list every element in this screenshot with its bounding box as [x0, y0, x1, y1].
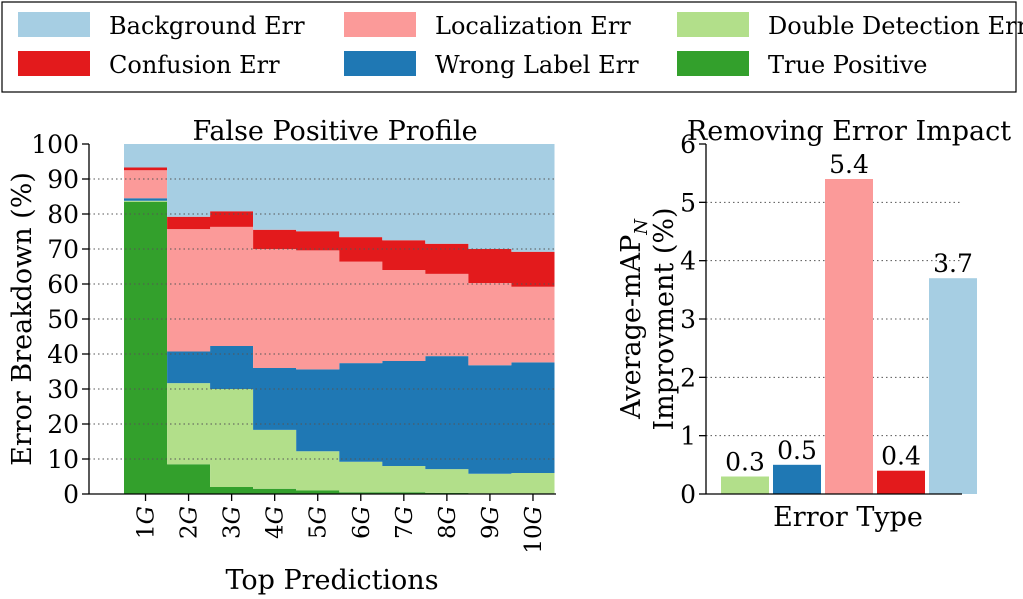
- tick-symbol: G: [220, 506, 246, 524]
- legend-swatch-true-positive: [677, 51, 749, 76]
- area-wrong-label-err: [124, 198, 555, 474]
- left-y-tick-label: 50: [47, 305, 79, 334]
- left-y-tick-label: 60: [47, 270, 79, 299]
- left-x-tick-label: 8G: [435, 506, 461, 539]
- left-x-tick-label: 6G: [349, 506, 375, 539]
- left-y-tick-label: 100: [31, 130, 79, 159]
- left-x-tick-label: 2G: [177, 506, 203, 539]
- legend-label-double-detection-err: Double Detection Err: [768, 12, 1023, 40]
- tick-number: 6: [349, 524, 375, 539]
- left-y-tick-label: 10: [47, 445, 79, 474]
- legend-swatch-double-detection-err: [677, 12, 749, 37]
- tick-number: 1: [134, 524, 160, 539]
- tick-symbol: G: [263, 506, 289, 524]
- left-x-tick-label: 1G: [134, 506, 160, 539]
- tick-number: 4: [263, 524, 289, 539]
- legend-label-background-err: Background Err: [109, 12, 305, 40]
- bar-value-label-confusion-err: 0.4: [881, 442, 921, 471]
- right-y-tick-label: 0: [680, 480, 696, 509]
- tick-symbol: G: [306, 506, 332, 524]
- right-y-axis-label-line1: Average-mAPN: [616, 218, 652, 420]
- right-y-label-subscript: N: [631, 218, 652, 236]
- tick-number: 9: [478, 524, 504, 539]
- tick-symbol: G: [134, 506, 160, 524]
- left-y-tick-label: 80: [47, 200, 79, 229]
- tick-symbol: G: [435, 506, 461, 524]
- legend-label-localization-err: Localization Err: [435, 12, 631, 40]
- tick-number: 10: [521, 524, 547, 553]
- bar-value-label-background-err: 3.7: [933, 249, 973, 278]
- bar-chart: Removing Error Impact 0.3 0.5 5.4 0.4 3.7 0 1…: [616, 116, 1011, 533]
- right-x-axis-label: Error Type: [773, 502, 923, 533]
- stacked-area-chart: False Positive Profile 0 10 20 30 40 50 60 70 80…: [7, 116, 556, 596]
- right-chart-title: Removing Error Impact: [687, 116, 1011, 147]
- left-y-tick-label: 30: [47, 375, 79, 404]
- right-y-label-main: Average-mAP: [616, 235, 647, 420]
- tick-number: 7: [392, 524, 418, 539]
- legend-swatch-wrong-label-err: [344, 51, 416, 76]
- bar-value-label-double-detection-err: 0.3: [725, 448, 765, 477]
- left-y-axis-label: Error Breakdown (%): [7, 172, 38, 466]
- area-confusion-err: [124, 167, 555, 287]
- legend-swatch-localization-err: [344, 12, 416, 37]
- right-y-tick-label: 2: [680, 363, 696, 392]
- bar-confusion-err: [877, 470, 925, 494]
- legend: Background Err Localization Err Double Det…: [1, 1, 1023, 93]
- area-background-err: [124, 144, 555, 252]
- left-x-tick-label: 7G: [392, 506, 418, 539]
- area-localization-err: [124, 170, 555, 370]
- right-y-tick-label: 4: [680, 247, 696, 276]
- bar-double-detection-err: [721, 476, 769, 494]
- left-x-tick-label: 5G: [306, 506, 332, 539]
- legend-label-confusion-err: Confusion Err: [109, 51, 280, 79]
- left-x-axis-label: Top Predictions: [225, 565, 438, 596]
- bar-localization-err: [825, 179, 873, 494]
- bar-value-label-localization-err: 5.4: [829, 150, 869, 179]
- left-x-tick-label: 10G: [521, 506, 547, 554]
- bar-value-label-wrong-label-err: 0.5: [777, 436, 817, 465]
- bar-background-err: [929, 278, 977, 494]
- tick-symbol: G: [392, 506, 418, 524]
- tick-symbol: G: [478, 506, 504, 524]
- area-true-positive: [124, 201, 555, 495]
- legend-label-wrong-label-err: Wrong Label Err: [435, 51, 639, 79]
- legend-frame: [1, 1, 1017, 93]
- legend-label-true-positive: True Positive: [768, 51, 927, 79]
- left-x-tick-label: 9G: [478, 506, 504, 539]
- left-x-tick-label: 4G: [263, 506, 289, 539]
- legend-swatch-background-err: [18, 12, 90, 37]
- right-y-tick-label: 6: [680, 130, 696, 159]
- tick-number: 2: [177, 524, 203, 539]
- left-y-tick-label: 40: [47, 340, 79, 369]
- legend-swatch-confusion-err: [18, 51, 90, 76]
- bar-wrong-label-err: [773, 464, 821, 494]
- tick-number: 5: [306, 524, 332, 539]
- left-y-tick-label: 0: [63, 480, 79, 509]
- right-y-tick-label: 1: [680, 422, 696, 451]
- tick-number: 3: [220, 524, 246, 539]
- left-y-tick-label: 90: [47, 165, 79, 194]
- tick-symbol: G: [349, 506, 375, 524]
- tick-symbol: G: [177, 506, 203, 524]
- left-y-tick-label: 70: [47, 235, 79, 264]
- right-y-axis-label-line2: Improvment (%): [649, 207, 680, 430]
- right-y-tick-label: 3: [680, 305, 696, 334]
- right-y-tick-label: 5: [680, 188, 696, 217]
- area-double-detection-err: [124, 200, 555, 494]
- tick-number: 8: [435, 524, 461, 539]
- left-x-tick-label: 3G: [220, 506, 246, 539]
- left-chart-title: False Positive Profile: [192, 116, 477, 147]
- left-y-tick-label: 20: [47, 410, 79, 439]
- tick-symbol: G: [521, 506, 547, 524]
